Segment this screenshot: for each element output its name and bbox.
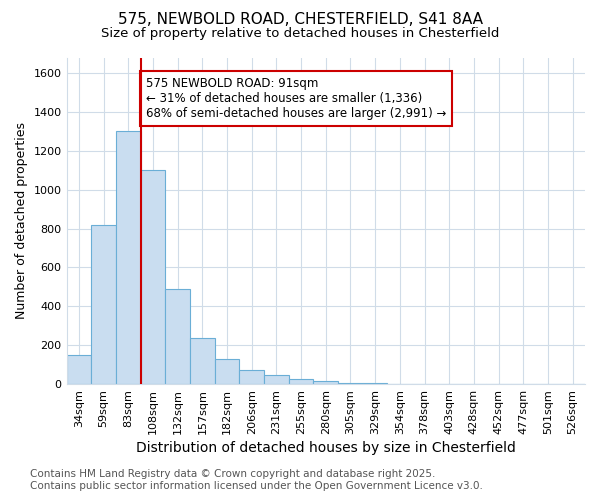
Bar [363,383,388,384]
Bar [313,381,338,384]
Text: Contains HM Land Registry data © Crown copyright and database right 2025.
Contai: Contains HM Land Registry data © Crown c… [30,470,483,491]
Bar [215,359,239,384]
Bar [289,379,313,384]
Text: 575, NEWBOLD ROAD, CHESTERFIELD, S41 8AA: 575, NEWBOLD ROAD, CHESTERFIELD, S41 8AA [118,12,482,28]
Bar [67,355,91,384]
Bar [338,383,363,384]
Text: 575 NEWBOLD ROAD: 91sqm
← 31% of detached houses are smaller (1,336)
68% of semi: 575 NEWBOLD ROAD: 91sqm ← 31% of detache… [146,77,446,120]
X-axis label: Distribution of detached houses by size in Chesterfield: Distribution of detached houses by size … [136,441,516,455]
Text: Size of property relative to detached houses in Chesterfield: Size of property relative to detached ho… [101,28,499,40]
Bar [190,338,215,384]
Bar [264,376,289,384]
Bar [239,370,264,384]
Bar [91,224,116,384]
Bar [140,170,165,384]
Y-axis label: Number of detached properties: Number of detached properties [15,122,28,320]
Bar [165,289,190,384]
Bar [116,132,140,384]
